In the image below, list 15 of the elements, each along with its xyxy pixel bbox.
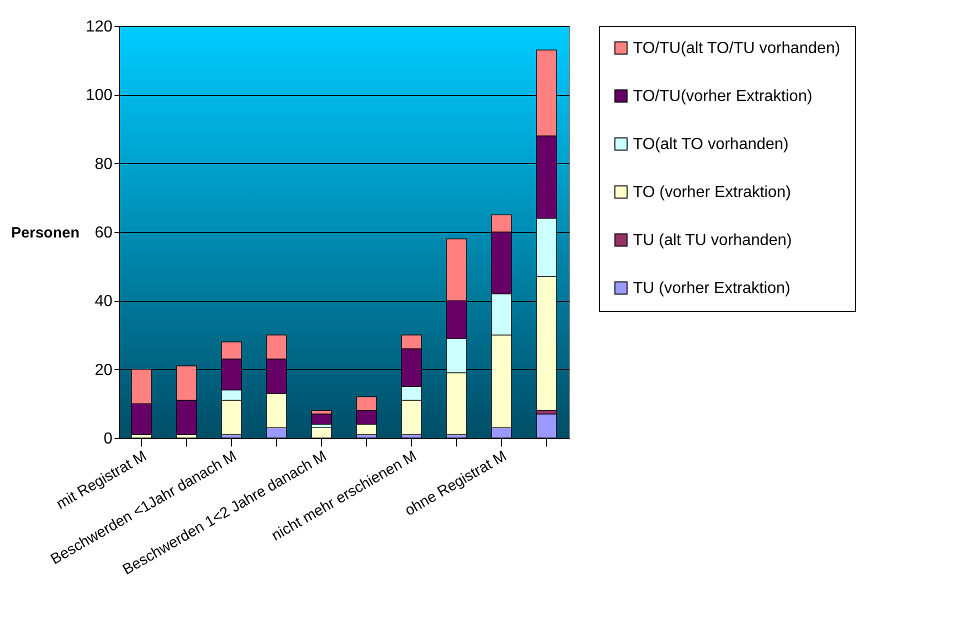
y-tick-label: 0 <box>104 430 113 448</box>
y-tick-label: 40 <box>94 293 113 310</box>
legend-label: TU (alt TU vorhanden) <box>633 232 792 249</box>
legend-label: TO/TU(vorher Extraktion) <box>633 88 812 105</box>
y-tick-label: 60 <box>94 224 113 242</box>
y-tick-label: 80 <box>94 156 113 173</box>
y-tick-label: 20 <box>94 362 113 379</box>
legend-label: TU (vorher Extraktion) <box>633 280 790 297</box>
y-tick-label: 120 <box>86 18 113 36</box>
y-tick-label: 100 <box>86 87 113 104</box>
y-axis-title: Personen <box>11 224 80 242</box>
legend-label: TO/TU(alt TO/TU vorhanden) <box>633 40 840 57</box>
legend-label: TO (vorher Extraktion) <box>633 184 791 201</box>
bar <box>311 414 332 425</box>
legend-label: TO(alt TO vorhanden) <box>633 136 789 153</box>
